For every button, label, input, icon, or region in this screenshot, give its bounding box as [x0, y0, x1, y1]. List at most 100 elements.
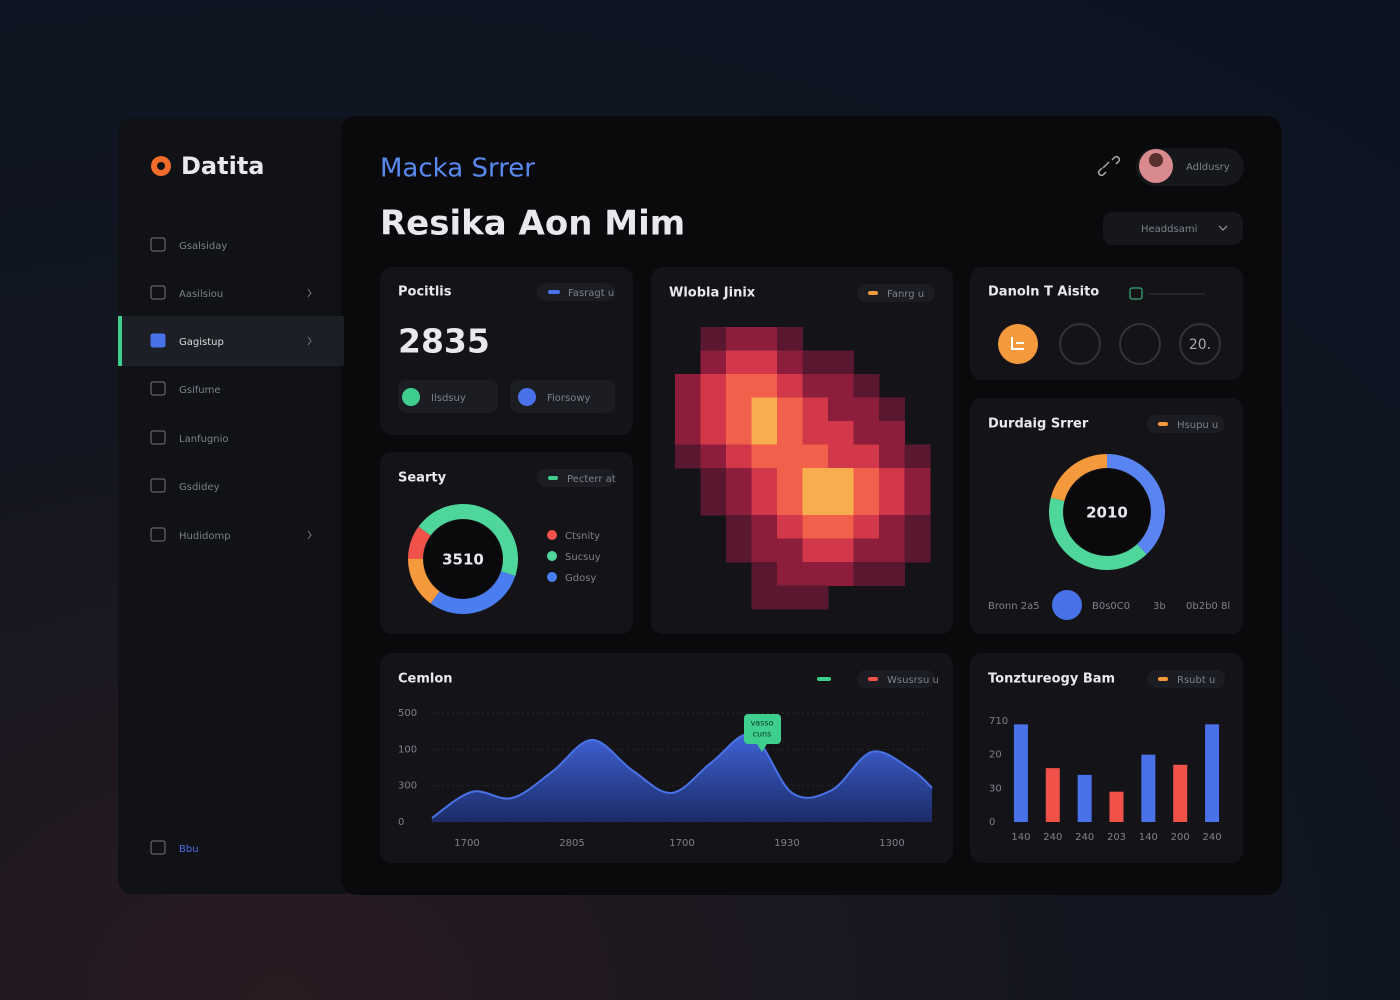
heat-cell	[802, 468, 829, 492]
toggle-icon[interactable]	[1129, 287, 1143, 300]
heat-cell	[853, 444, 880, 469]
donut-hole	[1064, 469, 1150, 555]
badge-dot	[548, 290, 560, 294]
brand: Datita	[181, 152, 264, 180]
y-tick-label: 30	[989, 783, 1002, 794]
heat-cell	[828, 562, 854, 586]
heat-cell	[751, 374, 778, 398]
x-tick-label: 140	[1011, 832, 1030, 843]
heat-cell	[802, 562, 829, 586]
heat-cell	[675, 421, 701, 445]
user-name: Adldusry	[1186, 162, 1230, 173]
nav-label: Lanfugnio	[179, 434, 228, 445]
nav-label: Hudidomp	[179, 531, 231, 542]
heat-cell	[777, 397, 803, 422]
heat-cell	[726, 397, 752, 422]
nav-icon	[150, 237, 166, 252]
nav-icon	[150, 285, 166, 300]
heat-cell	[700, 491, 727, 516]
x-tick-label: 2805	[559, 838, 584, 849]
logo-hole	[157, 162, 165, 170]
badge-dot	[1158, 422, 1168, 426]
heat-cell	[751, 327, 778, 351]
y-tick-label: 0	[398, 817, 404, 828]
heat-cell	[853, 374, 880, 398]
heat-cell	[726, 538, 752, 563]
y-tick-label: 710	[989, 716, 1008, 727]
x-tick-label: 240	[1043, 832, 1062, 843]
heat-cell	[828, 468, 854, 492]
heat-cell	[751, 350, 778, 375]
heat-cell	[700, 421, 727, 445]
badge-label: Pecterr at	[567, 474, 616, 485]
heat-cell	[802, 585, 829, 610]
heat-cell	[853, 538, 880, 563]
bar	[1013, 724, 1028, 822]
nav-label: Gsalsiday	[179, 241, 227, 252]
card	[970, 267, 1243, 380]
heat-cell	[726, 491, 752, 516]
icon-button[interactable]	[1119, 323, 1161, 365]
avatar-head	[1149, 153, 1163, 167]
nav-label: Gsdidey	[179, 482, 220, 493]
heat-cell	[879, 397, 905, 422]
donut-hole	[424, 520, 502, 598]
legend-dot	[817, 677, 831, 681]
legend-label: Ctsnity	[565, 531, 600, 542]
heat-cell	[751, 468, 778, 492]
heat-cell	[879, 562, 905, 586]
x-tick-label: 1700	[669, 838, 694, 849]
y-tick-label: 300	[398, 781, 417, 792]
heat-cell	[879, 491, 905, 516]
heat-cell	[777, 585, 803, 610]
x-tick-label: 140	[1139, 832, 1158, 843]
button-label: Ilsdsuy	[431, 393, 466, 404]
legend-swatch	[547, 572, 557, 582]
heat-cell	[777, 374, 803, 398]
x-tick-label: 1930	[774, 838, 799, 849]
heat-cell	[802, 374, 829, 398]
card-title: Searty	[398, 471, 447, 486]
x-tick-label: 1300	[879, 838, 904, 849]
heat-cell	[777, 468, 803, 492]
page-title: Resika Aon Mim	[380, 204, 685, 244]
heat-cell	[828, 538, 854, 563]
badge-dot	[548, 476, 558, 480]
badge-dot	[1158, 677, 1168, 681]
heat-cell	[904, 538, 931, 563]
heat-cell	[853, 515, 880, 539]
icon-button[interactable]	[1179, 323, 1221, 365]
heat-cell	[879, 444, 905, 469]
bar	[1141, 754, 1156, 822]
badge	[857, 670, 935, 688]
heat-cell	[853, 562, 880, 586]
nav-chevron	[307, 530, 312, 540]
nav-icon	[150, 840, 166, 855]
heat-cell	[802, 491, 829, 516]
badge-label: Rsubt u	[1177, 675, 1215, 686]
heat-cell	[828, 374, 854, 398]
footer-label: 0b2b0 8l	[1186, 601, 1230, 612]
heat-cell	[853, 468, 880, 492]
heat-cell	[853, 397, 880, 422]
legend-swatch	[547, 530, 557, 540]
heat-cell	[904, 444, 931, 469]
x-tick-label: 1700	[454, 838, 479, 849]
heat-cell	[777, 327, 803, 351]
heat-cell	[802, 397, 829, 422]
donut-segment	[1107, 454, 1165, 555]
dropdown[interactable]	[1103, 212, 1243, 245]
button[interactable]	[398, 380, 498, 413]
annotation-label: vasso	[751, 719, 774, 728]
heat-cell	[904, 468, 931, 492]
icon-button[interactable]	[1059, 323, 1101, 365]
nav-label: Aasilsiou	[179, 289, 223, 300]
bar	[1045, 768, 1060, 822]
heat-cell	[879, 538, 905, 563]
link-icon[interactable]	[1097, 155, 1121, 177]
donut-segment	[407, 559, 440, 604]
button[interactable]	[510, 380, 615, 413]
x-tick-label: 240	[1075, 832, 1094, 843]
heat-cell	[777, 491, 803, 516]
